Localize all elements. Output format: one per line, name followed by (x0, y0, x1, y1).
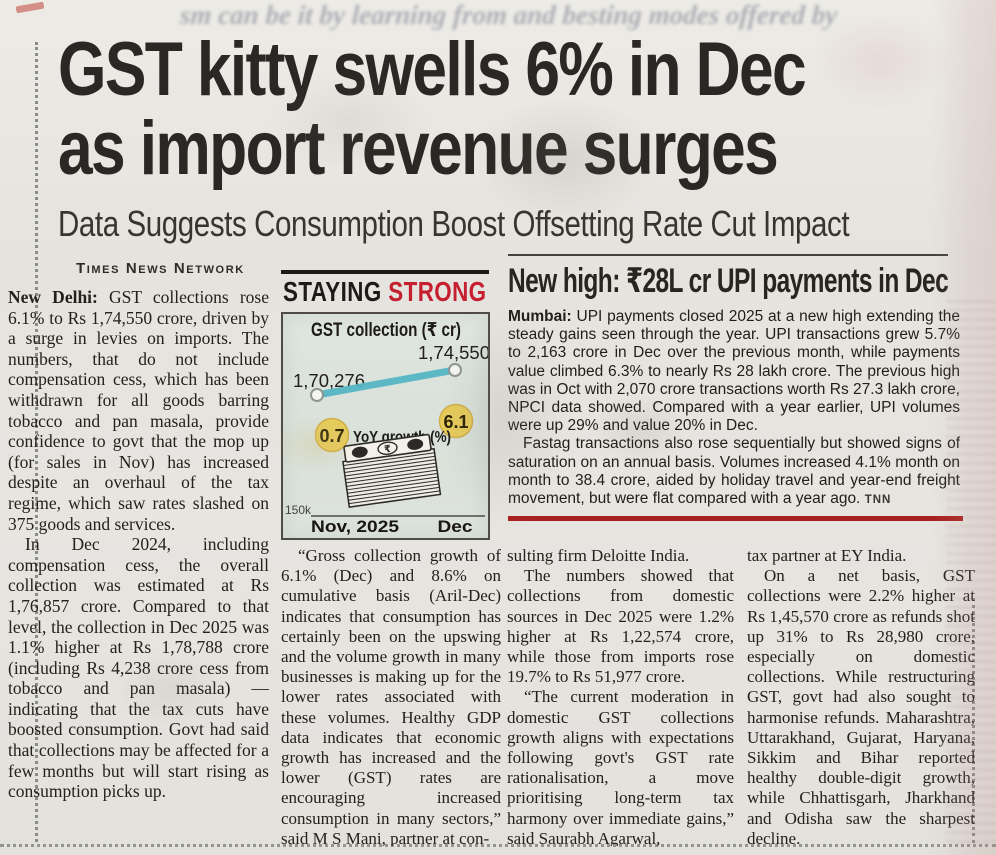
baseline-label: 150k (285, 503, 312, 517)
paragraph: New Delhi: GST collections rose 6.1% to … (8, 287, 269, 534)
yoy-badge-nov (314, 417, 350, 452)
upi-sidebar-article: New high: ₹28L cr UPI payments in Dec Mu… (508, 254, 963, 522)
paragraph: sulting firm Deloitte India. (507, 546, 690, 565)
upi-headline: New high: ₹28L cr UPI payments in Dec (508, 262, 949, 300)
paragraph: In Dec 2024, including compensation cess… (8, 534, 269, 802)
yoy-nov-value: 0.7 (319, 426, 344, 446)
paragraph: “The current moderation in domestic GST … (507, 687, 734, 846)
left-column-separator (35, 42, 38, 842)
chart-title: GST collection (₹ cr) (311, 320, 461, 341)
bottom-article-separator (0, 844, 996, 847)
subheadline: Data Suggests Consumption Boost Offsetti… (58, 203, 850, 244)
bleedthrough-right-column (946, 300, 996, 845)
paragraph: Fastag transactions also rose sequential… (508, 435, 960, 509)
sidebar-bottom-red-rule (508, 516, 963, 522)
kicker-word-red: STRONG (388, 275, 487, 307)
paragraph-text: GST collections rose 6.1% to Rs 1,74,550… (8, 287, 269, 534)
gst-collection-chart: GST collection (₹ cr) 1,70,276 1,74,550 … (281, 311, 490, 540)
main-headline: GST kitty swells 6% in Dec as import rev… (58, 30, 812, 188)
panel-top-rule (281, 270, 489, 274)
paragraph: The numbers showed that collections from… (507, 566, 734, 687)
currency-stack-icon: ₹ (342, 433, 442, 508)
x-label-dec: Dec (438, 517, 473, 536)
infographic-kicker: STAYING STRONG (283, 275, 486, 308)
headline-line-1: GST kitty swells 6% in Dec (58, 27, 807, 112)
byline: Times News Network (76, 260, 245, 277)
agency-credit: TNN (864, 494, 892, 507)
dateline: Mumbai: (508, 308, 572, 325)
article-column-1: New Delhi: GST collections rose 6.1% to … (8, 287, 269, 845)
article-column-3: sulting firm Deloitte India. The numbers… (507, 546, 734, 846)
article-column-4: tax partner at EY India. On a net basis,… (747, 546, 975, 846)
dec-data-marker (448, 362, 462, 377)
kicker-word-black: STAYING (283, 275, 382, 307)
nov-data-marker (310, 387, 324, 402)
paragraph-text: UPI payments closed 2025 at a new high e… (508, 308, 960, 435)
paragraph: “Gross collection growth of 6.1% (Dec) a… (281, 546, 501, 846)
paragraph: On a net basis, GST collections were 2.2… (747, 566, 975, 846)
yoy-dec-value: 6.1 (443, 412, 468, 432)
dec-value-label: 1,74,550 (418, 343, 488, 363)
headline-line-2: as import revenue surges (58, 106, 779, 191)
gst-trend-line (313, 366, 459, 398)
staying-strong-infographic: STAYING STRONG GST collection (₹ cr) 1,7… (281, 270, 494, 540)
article-column-2: “Gross collection growth of 6.1% (Dec) a… (281, 546, 501, 846)
right-column-separator (972, 598, 975, 843)
paragraph-text: Fastag transactions also rose sequential… (508, 435, 960, 508)
yoy-badge-dec (438, 403, 474, 438)
upi-body: Mumbai: UPI payments closed 2025 at a ne… (508, 308, 960, 509)
paragraph: tax partner at EY India. (747, 546, 907, 565)
rupee-note-symbol: ₹ (383, 443, 391, 455)
paragraph: Mumbai: UPI payments closed 2025 at a ne… (508, 308, 960, 435)
dateline: New Delhi: (8, 287, 98, 307)
red-ink-mark (15, 1, 45, 14)
sidebar-top-rule (508, 254, 948, 256)
x-label-nov: Nov, 2025 (311, 517, 399, 536)
nov-value-label: 1,70,276 (293, 371, 365, 391)
